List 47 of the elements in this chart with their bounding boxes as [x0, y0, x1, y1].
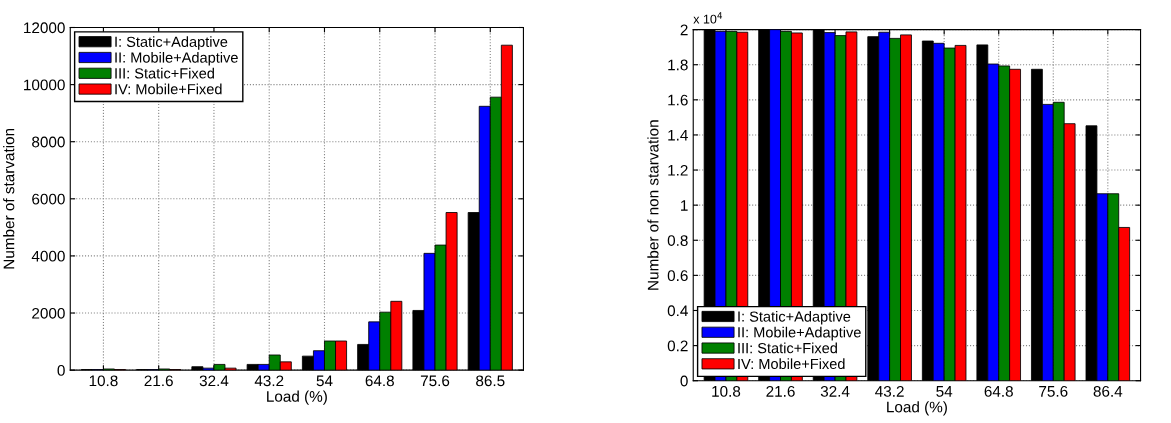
x-tick-label: 43.2: [875, 385, 904, 397]
text: x 10$^{4}$: [693, 12, 723, 24]
x-tick-label: 10.8: [712, 385, 741, 397]
x-tick-label: 75.6: [420, 375, 450, 387]
y-tick-label: 1.4: [668, 129, 688, 141]
legend-label: III: Static+Fixed: [115, 67, 214, 79]
x-axis-title: Load (%): [887, 401, 947, 416]
x-tick-label: 32.4: [199, 375, 229, 387]
x-tick-label: 43.2: [254, 375, 284, 387]
y-tick-label: 10000: [24, 79, 65, 91]
y-tick-label: 0: [57, 364, 65, 376]
y-tick-label: 6000: [32, 193, 65, 205]
y-tick-label: 2000: [32, 307, 65, 319]
y-tick-label: 1.2: [668, 164, 688, 176]
y-axis-title: Number of starvation: [3, 128, 15, 269]
x-axis-title: Load (%): [267, 390, 327, 405]
legend-label: II: Mobile+Adaptive: [738, 326, 861, 341]
x-tick-label: 10.8: [89, 375, 118, 387]
y-tick-label: 0: [680, 375, 688, 387]
y-axis-title: Number of non starvation: [647, 120, 659, 290]
y-tick-label: 2: [680, 24, 688, 36]
y-tick-label: 8000: [32, 136, 65, 148]
x-tick-label: 86.5: [476, 375, 505, 387]
y-tick-label: 12000: [24, 22, 65, 34]
y-tick-label: 1.6: [668, 94, 688, 106]
x-tick-label: 21.6: [766, 385, 795, 397]
x-tick-label: 21.6: [144, 375, 173, 387]
y-tick-label: 1.8: [668, 59, 688, 71]
legend-label: IV: Mobile+Fixed: [738, 358, 845, 370]
y-tick-label: 4000: [31, 250, 65, 262]
x-tick-label: 64.8: [984, 385, 1013, 397]
y-tick-label: 0.2: [667, 340, 688, 352]
x-tick-label: 75.6: [1039, 385, 1068, 397]
legend-label: III: Static+Fixed: [738, 342, 837, 354]
y-tick-label: 0.8: [667, 235, 688, 246]
y-tick-label: 1: [681, 200, 688, 211]
legend-label: I: Static+Adaptive: [115, 36, 228, 50]
y-tick-label: 0.4: [667, 305, 688, 317]
x-tick-label: 54: [316, 375, 333, 387]
x-tick-label: 54: [936, 386, 953, 397]
legend-label: II: Mobile+Adaptive: [115, 52, 238, 66]
legend-label: IV: Mobile+Fixed: [115, 83, 222, 95]
legend-label: I: Static+Adaptive: [738, 311, 851, 325]
x-tick-label: 32.4: [820, 385, 850, 397]
x-tick-label: 64.8: [365, 375, 394, 387]
x-tick-label: 86.4: [1093, 385, 1123, 397]
y-tick-label: 0.6: [667, 270, 688, 282]
